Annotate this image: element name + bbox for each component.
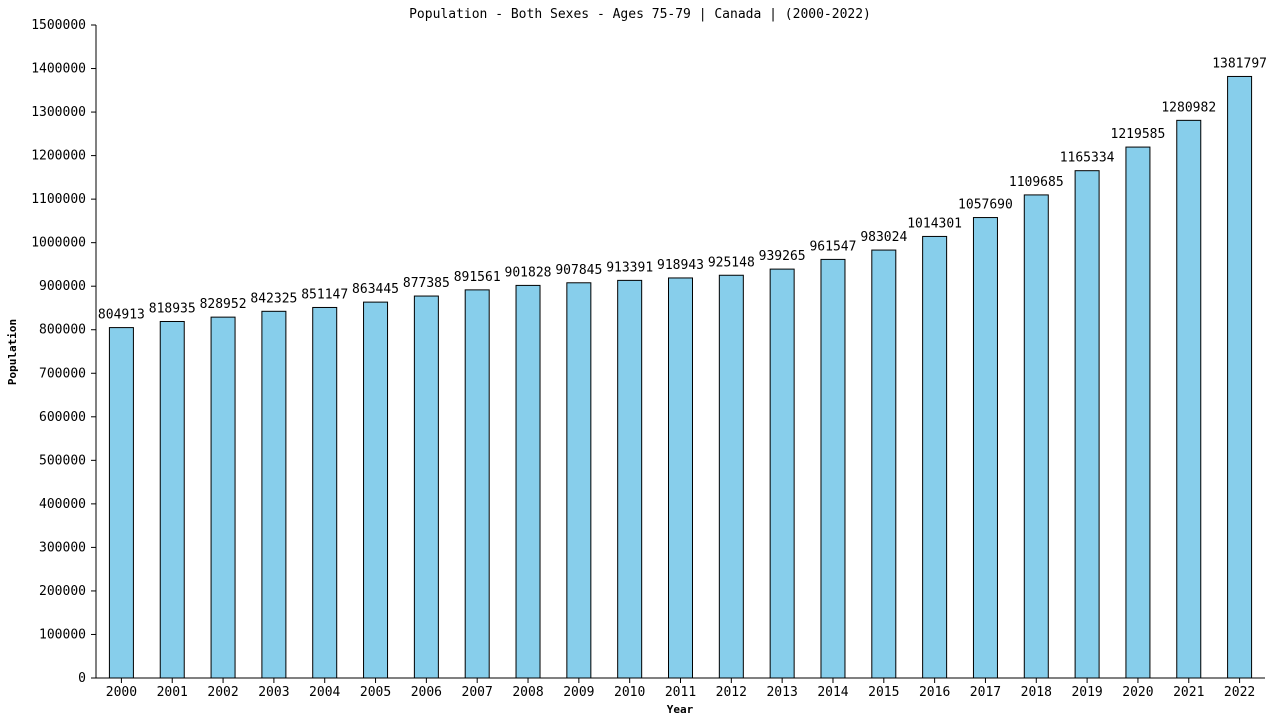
y-tick-label: 300000 <box>39 540 86 555</box>
x-tick-label: 2005 <box>360 685 391 700</box>
x-tick-label: 2016 <box>919 685 950 700</box>
x-axis: 2000 2001 2002 2003 2004 2005 2006 2007 2008 2009… <box>96 677 1265 700</box>
x-tick-label: 2003 <box>258 685 289 700</box>
y-tick-label: 100000 <box>39 627 86 642</box>
y-tick-label: 1000000 <box>31 236 86 251</box>
data-label-2009: 907845 <box>555 263 602 278</box>
bar-2017 <box>972 217 998 679</box>
data-label-2020: 1219585 <box>1111 127 1166 142</box>
data-label-2008: 901828 <box>505 265 552 280</box>
x-tick-label: 2002 <box>207 685 238 700</box>
x-tick-label: 2022 <box>1224 685 1255 700</box>
x-tick-label: 2008 <box>512 685 543 700</box>
x-tick-label: 2006 <box>411 685 442 700</box>
data-label-2000: 804913 <box>98 308 145 323</box>
y-tick-label: 900000 <box>39 279 86 294</box>
data-label-2012: 925148 <box>708 255 755 270</box>
x-axis-title: Year <box>667 703 694 716</box>
bar-2022 <box>1227 75 1253 679</box>
y-tick-label: 1300000 <box>31 105 86 120</box>
data-label-2016: 1014301 <box>907 216 962 231</box>
bar-2011 <box>668 277 693 679</box>
x-tick-label: 2014 <box>817 685 848 700</box>
bar-2001 <box>159 320 185 679</box>
y-axis: 0 100000 200000 300000 400000 500000 600000 700… <box>31 18 97 686</box>
data-label-2015: 983024 <box>860 230 907 245</box>
y-tick-label: 600000 <box>39 410 86 425</box>
x-tick-label: 2009 <box>563 685 594 700</box>
y-tick-label: 700000 <box>39 366 86 381</box>
bar-2007 <box>464 289 490 679</box>
bar-2016 <box>922 235 948 679</box>
bar-2009 <box>566 282 592 679</box>
x-tick-label: 2018 <box>1021 685 1052 700</box>
data-label-2011: 918943 <box>657 258 704 273</box>
data-label-2010: 913391 <box>606 260 653 275</box>
data-label-2019: 1165334 <box>1060 151 1115 166</box>
y-tick-label: 500000 <box>39 453 86 468</box>
x-tick-label: 2013 <box>766 685 797 700</box>
bar-2019 <box>1074 170 1100 679</box>
y-tick-label: 400000 <box>39 497 86 512</box>
y-axis-title: Population <box>6 319 19 385</box>
data-label-2004: 851147 <box>301 287 348 302</box>
data-labels: 804913 818935 828952 842325 851147 863445 8773… <box>98 56 1267 322</box>
y-tick-label: 1100000 <box>31 192 86 207</box>
y-tick-label: 1200000 <box>31 149 86 164</box>
bar-2015 <box>871 249 897 679</box>
x-tick-label: 2017 <box>970 685 1001 700</box>
data-label-2014: 961547 <box>809 239 856 254</box>
data-label-2013: 939265 <box>759 249 806 264</box>
x-tick-label: 2007 <box>462 685 493 700</box>
bar-2005 <box>363 301 389 679</box>
x-tick-label: 2019 <box>1071 685 1102 700</box>
data-label-2021: 1280982 <box>1161 100 1216 115</box>
bar-2020 <box>1125 146 1151 679</box>
x-tick-label: 2021 <box>1173 685 1204 700</box>
data-label-2006: 877385 <box>403 276 450 291</box>
bar-2000 <box>108 327 134 679</box>
bar-2006 <box>413 295 439 679</box>
x-tick-label: 2011 <box>665 685 696 700</box>
y-tick-label: 200000 <box>39 584 86 599</box>
x-tick-label: 2010 <box>614 685 645 700</box>
data-label-2018: 1109685 <box>1009 175 1064 190</box>
x-tick-label: 2000 <box>106 685 137 700</box>
data-label-2002: 828952 <box>200 297 247 312</box>
x-tick-label: 2015 <box>868 685 899 700</box>
data-label-2001: 818935 <box>149 301 196 316</box>
data-label-2005: 863445 <box>352 282 399 297</box>
bar-2012 <box>718 274 744 679</box>
bar-2002 <box>210 316 236 679</box>
data-label-2017: 1057690 <box>958 198 1013 213</box>
bar-2021 <box>1176 119 1202 679</box>
y-tick-label: 1400000 <box>31 62 86 77</box>
x-tick-label: 2001 <box>157 685 188 700</box>
x-tick-label: 2012 <box>716 685 747 700</box>
bar-2018 <box>1023 194 1049 679</box>
bars <box>108 75 1253 679</box>
x-tick-label: 2004 <box>309 685 340 700</box>
data-label-2022: 1381797 <box>1212 56 1267 71</box>
bar-2010 <box>617 279 643 679</box>
y-tick-label: 800000 <box>39 323 86 338</box>
y-tick-label: 1500000 <box>31 18 86 33</box>
bar-2004 <box>312 306 338 679</box>
bar-2014 <box>820 258 846 679</box>
bar-2003 <box>261 310 287 679</box>
y-tick-label: 0 <box>78 671 86 686</box>
x-tick-label: 2020 <box>1122 685 1153 700</box>
data-label-2007: 891561 <box>454 270 501 285</box>
bar-2013 <box>769 268 795 679</box>
data-label-2003: 842325 <box>250 291 297 306</box>
bar-2008 <box>515 284 541 679</box>
chart-title: Population - Both Sexes - Ages 75-79 | C… <box>409 7 871 22</box>
